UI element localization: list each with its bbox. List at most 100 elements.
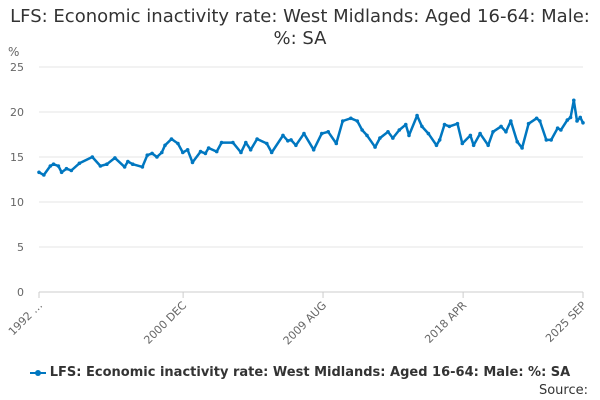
data-point (575, 119, 579, 123)
data-point (311, 148, 316, 152)
data-point (126, 159, 130, 164)
data-point (471, 143, 476, 148)
data-point (248, 148, 253, 152)
data-point (426, 131, 431, 136)
data-point (415, 113, 419, 118)
data-point (294, 143, 298, 148)
data-point (219, 140, 224, 145)
data-point (185, 148, 190, 152)
data-point (140, 165, 145, 169)
data-point (349, 116, 353, 121)
data-point (190, 160, 195, 165)
y-tick-label: 10 (10, 196, 24, 209)
data-point (113, 156, 117, 160)
data-point (373, 145, 377, 149)
data-point (386, 130, 390, 134)
data-point (442, 122, 447, 127)
data-point (42, 173, 46, 177)
x-tick-label: 1992 … (6, 299, 45, 338)
legend-label: LFS: Economic inactivity rate: West Midl… (49, 365, 571, 380)
data-point (105, 162, 109, 166)
data-point (355, 119, 360, 123)
data-point (286, 139, 290, 143)
source-label: Source: (538, 383, 588, 398)
y-tick-label: 0 (17, 286, 24, 299)
data-point (515, 139, 520, 144)
data-point (56, 164, 61, 168)
data-point (491, 130, 495, 134)
data-point (326, 130, 331, 134)
data-point (468, 133, 473, 138)
data-point (504, 130, 508, 134)
x-tick-label: 2025 SEP (543, 299, 589, 345)
data-point (549, 138, 553, 142)
x-tick-label: 2009 AUG (281, 299, 330, 348)
legend[interactable]: LFS: Economic inactivity rate: West Midl… (0, 365, 600, 380)
data-point (581, 121, 585, 125)
data-point (231, 140, 235, 145)
data-point (526, 121, 531, 126)
data-point (407, 133, 411, 138)
data-point (203, 151, 208, 156)
data-point (64, 166, 69, 171)
data-point (447, 124, 452, 129)
data-point (508, 119, 513, 123)
data-point (130, 162, 135, 166)
data-point (391, 136, 395, 140)
data-point (269, 150, 274, 155)
chart-title: LFS: Economic inactivity rate: West Midl… (10, 6, 590, 49)
data-point (176, 141, 180, 146)
y-tick-label: 15 (10, 151, 24, 164)
data-point (559, 128, 563, 132)
data-point (365, 133, 369, 138)
data-point (544, 138, 549, 142)
data-point (397, 128, 402, 132)
y-tick-label: 25 (10, 61, 24, 74)
data-point (150, 151, 154, 156)
data-point (180, 150, 185, 155)
data-point (77, 161, 82, 166)
data-point (340, 119, 345, 123)
data-point (214, 149, 219, 154)
data-point (145, 153, 150, 157)
data-point (98, 164, 103, 168)
data-point (155, 155, 159, 159)
data-point (499, 124, 503, 129)
data-point (90, 155, 95, 159)
data-point (420, 124, 424, 129)
data-point (437, 138, 442, 142)
data-point (239, 150, 243, 155)
x-tick-label: 2018 APR (422, 299, 469, 346)
legend-line-marker-icon (29, 369, 46, 376)
data-point (403, 122, 408, 127)
data-point (206, 146, 211, 150)
data-point (244, 140, 248, 145)
data-point (69, 168, 74, 173)
data-point (169, 137, 174, 141)
data-point (159, 150, 164, 155)
data-point (378, 136, 382, 140)
data-point (360, 128, 364, 132)
data-point (51, 162, 56, 166)
y-tick-label: 20 (10, 106, 24, 119)
data-point (198, 149, 203, 154)
data-point (568, 115, 573, 120)
data-point (163, 143, 167, 148)
data-point (565, 118, 570, 122)
data-point (571, 98, 576, 103)
data-point (520, 146, 524, 150)
data-point (281, 133, 285, 138)
data-point (255, 137, 259, 141)
data-point (334, 141, 339, 146)
data-point (578, 115, 583, 120)
x-tick-label: 2000 DEC (141, 299, 189, 347)
data-point (48, 164, 53, 168)
y-axis-label: % (8, 45, 19, 59)
data-point (486, 143, 490, 148)
data-point (319, 131, 324, 136)
data-point (37, 170, 41, 175)
data-point (59, 170, 64, 175)
data-point (434, 143, 439, 148)
data-point (555, 126, 560, 130)
